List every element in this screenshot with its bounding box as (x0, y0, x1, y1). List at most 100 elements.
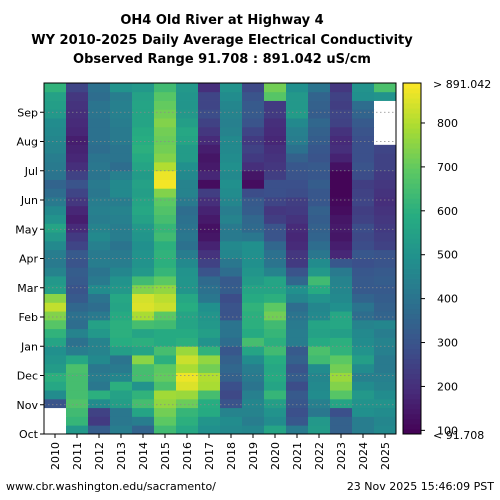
heatmap-cell (330, 398, 353, 409)
heatmap-cell (352, 416, 375, 426)
heatmap-cell (176, 311, 199, 321)
footer-timestamp: 23 Nov 2025 15:46:09 PST (347, 480, 494, 493)
heatmap-cell (88, 302, 111, 312)
heatmap-cell (374, 144, 397, 154)
heatmap-cell (44, 109, 67, 119)
colorbar-tick-label: 400 (437, 293, 458, 306)
heatmap-cell (220, 223, 243, 233)
heatmap-cell (110, 126, 133, 137)
heatmap-cell (66, 425, 89, 435)
heatmap-cell (220, 372, 243, 382)
heatmap-cell (330, 372, 353, 382)
heatmap-cell (176, 267, 199, 277)
heatmap-cell (330, 284, 353, 294)
heatmap-cell (352, 135, 375, 145)
heatmap-cell (220, 188, 243, 198)
heatmap-cell (308, 302, 331, 312)
heatmap-cell (176, 337, 199, 347)
colorbar-segment (403, 128, 421, 134)
heatmap-cell (220, 355, 243, 365)
heatmap-cell (198, 153, 221, 163)
colorbar-tick-label: 300 (437, 337, 458, 350)
heatmap-cell (308, 425, 331, 435)
heatmap-cell (132, 381, 155, 391)
heatmap-cell (374, 126, 397, 137)
heatmap-cell (308, 328, 331, 338)
colorbar-segment (403, 153, 421, 159)
colorbar-segment (403, 253, 421, 259)
heatmap-cell (374, 249, 397, 259)
heatmap-cell (110, 276, 133, 286)
x-tick-label: 2010 (49, 442, 62, 470)
heatmap-cell (242, 372, 265, 382)
heatmap-cell (308, 214, 331, 224)
heatmap-cell (154, 240, 177, 251)
heatmap-cell (176, 249, 199, 259)
colorbar-segment (403, 88, 421, 94)
heatmap-cell (308, 293, 331, 303)
colorbar-segment (403, 273, 421, 279)
heatmap-cell (264, 161, 287, 172)
footer-source: www.cbr.washington.edu/sacramento/ (6, 480, 216, 493)
heatmap-cell (176, 258, 199, 268)
heatmap-cell (286, 337, 309, 347)
heatmap-cell (110, 372, 133, 382)
heatmap-cell (176, 416, 199, 426)
heatmap-cell (220, 153, 243, 163)
heatmap-cell (88, 91, 111, 101)
heatmap-cell (242, 179, 265, 189)
heatmap-cell (330, 170, 353, 180)
heatmap-cell (352, 83, 375, 93)
heatmap-cell (330, 135, 353, 145)
heatmap-cell (242, 153, 265, 163)
y-tick-label: Feb (19, 311, 38, 324)
y-tick-label: Mar (17, 282, 38, 295)
heatmap-cell (176, 390, 199, 400)
heatmap-cell (154, 284, 177, 294)
heatmap-cell (286, 100, 309, 110)
heatmap-cell (132, 109, 155, 119)
heatmap-cell (308, 276, 331, 286)
heatmap-cell (66, 83, 89, 93)
colorbar-segment (403, 428, 421, 435)
heatmap-cell (198, 363, 221, 373)
heatmap-cell (176, 109, 199, 119)
heatmap-cell (264, 197, 287, 207)
y-tick-label: Aug (17, 136, 38, 149)
colorbar-segment (403, 318, 421, 325)
heatmap-cell (308, 197, 331, 207)
heatmap-cell (242, 170, 265, 180)
heatmap-cell (198, 83, 221, 93)
x-tick-label: 2016 (181, 442, 194, 470)
heatmap-cell (286, 197, 309, 207)
colorbar-segment (403, 328, 421, 335)
heatmap-cell (352, 372, 375, 382)
heatmap-cell (374, 240, 397, 251)
colorbar-min-label: < 91.708 (433, 429, 484, 442)
heatmap-cell (330, 258, 353, 268)
heatmap-cell (66, 398, 89, 409)
heatmap-cell (198, 170, 221, 180)
heatmap-cell (154, 118, 177, 128)
heatmap-cell (88, 170, 111, 180)
x-tick-label: 2025 (379, 442, 392, 470)
heatmap-cell (154, 249, 177, 259)
heatmap-cell (374, 223, 397, 233)
heatmap-cell (242, 144, 265, 154)
heatmap-cell (176, 381, 199, 391)
heatmap-cell (286, 232, 309, 242)
heatmap-cell (242, 311, 265, 321)
heatmap-cell (242, 390, 265, 400)
heatmap-cell (374, 284, 397, 294)
heatmap-cell (308, 407, 331, 417)
colorbar-segment (403, 143, 421, 149)
heatmap-cell (44, 425, 67, 435)
heatmap-cell (330, 161, 353, 172)
heatmap-cell (286, 170, 309, 180)
heatmap-cell (220, 161, 243, 172)
heatmap-cell (352, 407, 375, 417)
heatmap-cell (264, 109, 287, 119)
heatmap-cell (264, 214, 287, 224)
heatmap-cell (88, 179, 111, 189)
heatmap-cell (308, 188, 331, 198)
